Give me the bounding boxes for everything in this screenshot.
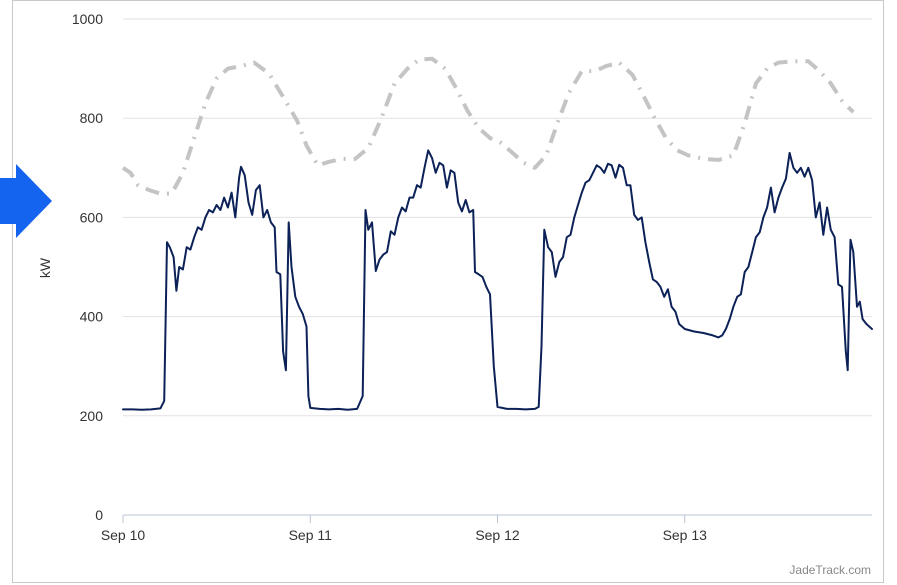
- x-tick-label: Sep 13: [663, 527, 708, 543]
- arrow-right-icon: [0, 164, 52, 238]
- x-axis: Sep 10 Sep 11 Sep 12 Sep 13: [101, 514, 872, 543]
- y-tick-label: 1000: [72, 11, 103, 27]
- y-tick-label: 800: [80, 110, 104, 126]
- y-tick-label: 400: [80, 309, 104, 325]
- y-tick-label: 200: [80, 408, 104, 424]
- y-tick-label: 600: [80, 209, 104, 225]
- series-line-forecast: [121, 56, 855, 196]
- chart-border: [12, 0, 884, 583]
- x-tick-label: Sep 12: [475, 527, 520, 543]
- x-tick-label: Sep 11: [289, 527, 333, 543]
- series-lines: [121, 56, 873, 411]
- source-credit: JadeTrack.com: [789, 563, 871, 577]
- y-tick-label: 0: [95, 507, 103, 523]
- y-axis: 0 200 400 600 800 1000: [72, 11, 103, 523]
- x-tick-label: Sep 10: [101, 527, 146, 543]
- y-axis-title: kW: [37, 257, 53, 278]
- arrow-shape: [0, 164, 52, 238]
- series-line-actual: [122, 149, 873, 411]
